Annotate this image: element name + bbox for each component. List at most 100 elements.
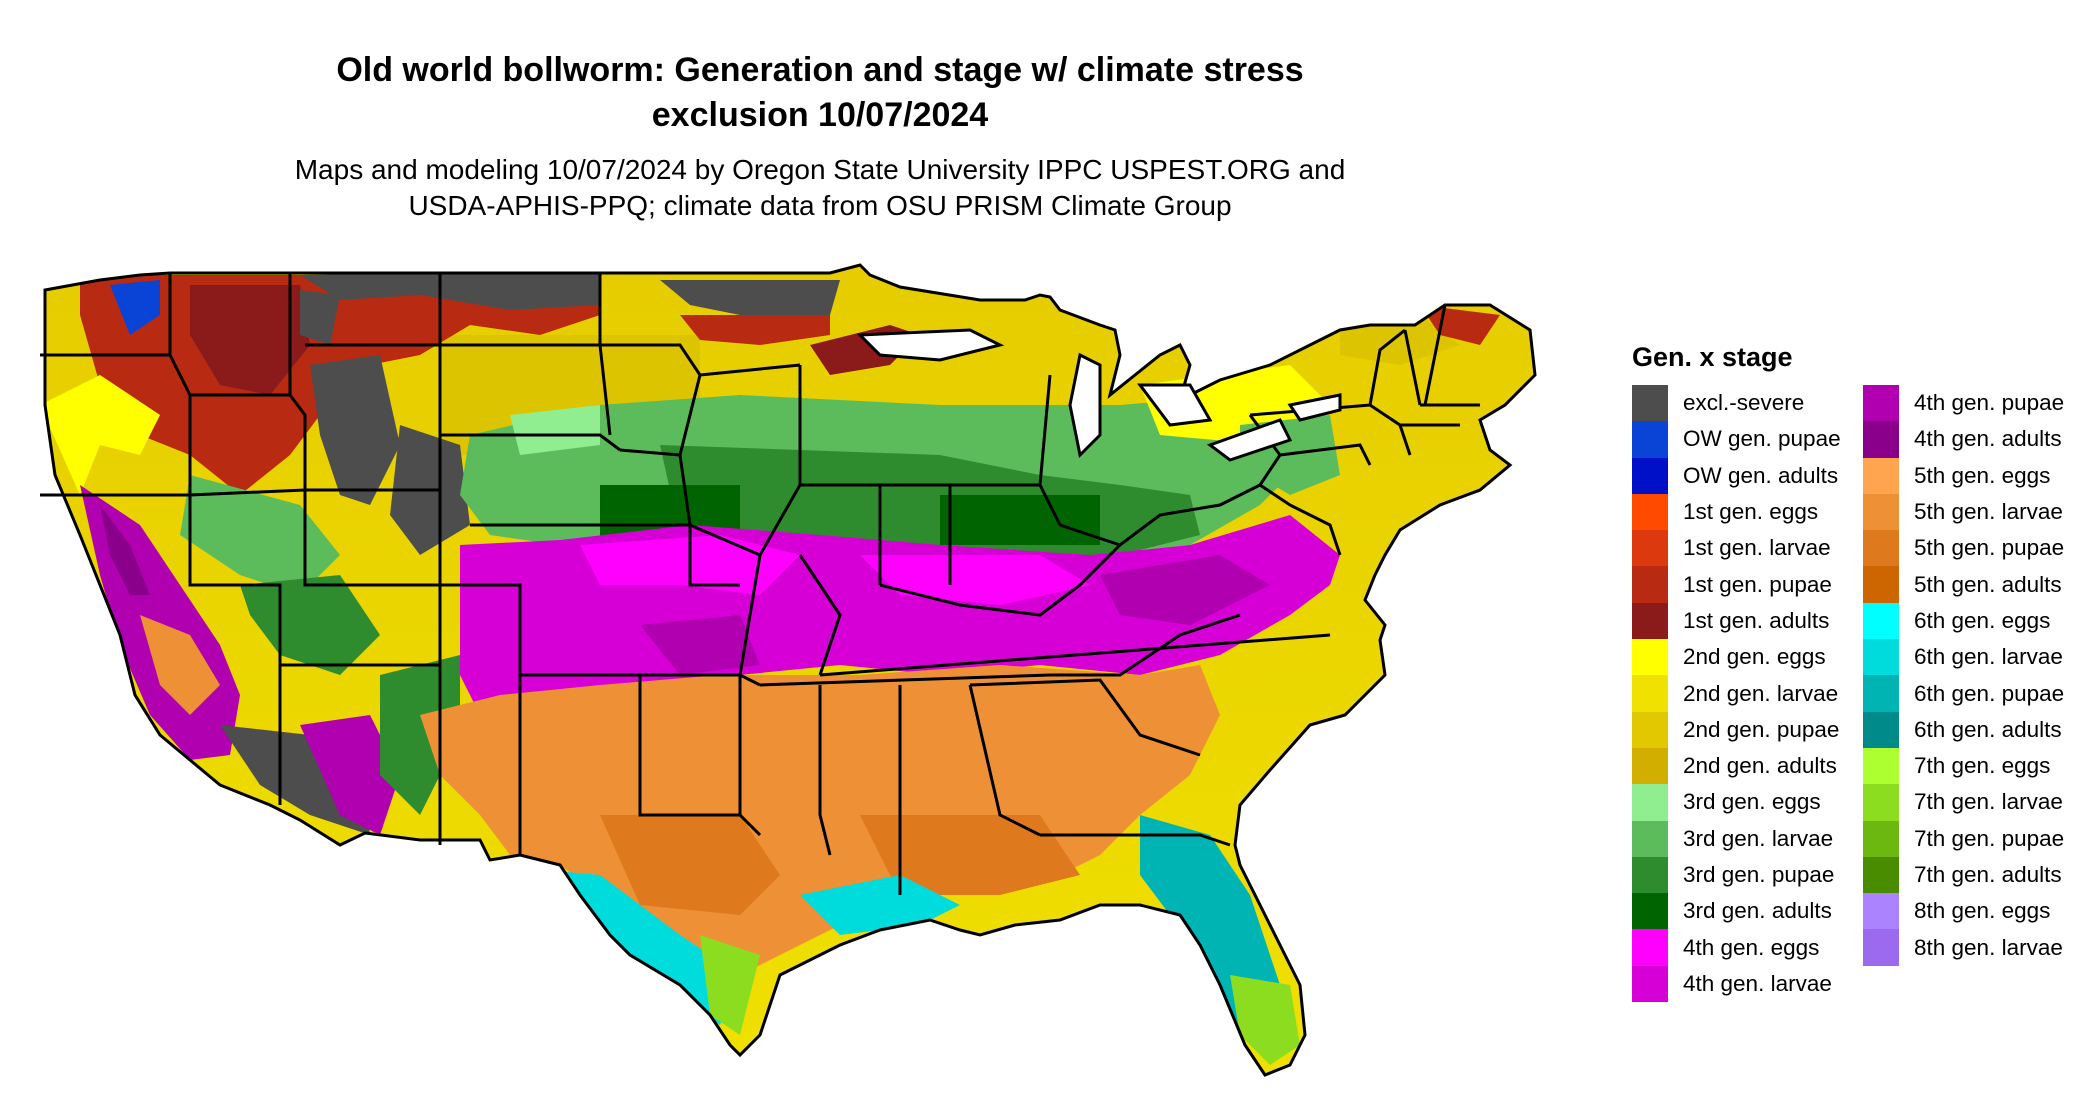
legend-item: 4th gen. pupae — [1863, 385, 2065, 422]
legend-item: OW gen. pupae — [1632, 421, 1845, 458]
legend-swatch — [1632, 747, 1668, 785]
legend-column-2: 4th gen. pupae 4th gen. adults 5th gen. eg… — [1863, 385, 2064, 1002]
legend-item: 1st gen. eggs — [1632, 493, 1845, 531]
legend-label: 1st gen. eggs — [1683, 499, 1819, 525]
legend-swatch — [1863, 602, 1899, 640]
legend-label: 2nd gen. adults — [1683, 753, 1837, 779]
legend-label: 5th gen. eggs — [1914, 462, 2051, 488]
legend-item: 1st gen. larvae — [1632, 530, 1845, 567]
legend: excl.-severe OW gen. pupae OW gen. adults 1… — [1632, 385, 2064, 1003]
legend-swatch — [1863, 639, 1899, 676]
legend-label: 1st gen. larvae — [1683, 535, 1831, 561]
legend-item: 3rd gen. adults — [1632, 893, 1845, 930]
legend-swatch — [1863, 457, 1899, 494]
great-lakes — [856, 328, 1342, 462]
legend-label: 8th gen. eggs — [1914, 898, 2051, 924]
legend-swatch — [1863, 856, 1899, 894]
legend-item: 5th gen. larvae — [1863, 493, 2064, 531]
legend-label: 3rd gen. pupae — [1683, 862, 1835, 887]
legend-item: 3rd gen. larvae — [1632, 820, 1845, 857]
legend-swatch — [1863, 820, 1899, 857]
legend-item: 4th gen. larvae — [1632, 965, 1845, 1003]
legend-item: 1st gen. adults — [1632, 602, 1845, 640]
legend-swatch — [1632, 820, 1668, 857]
legend-item: 2nd gen. pupae — [1632, 711, 1845, 748]
legend-swatch — [1863, 893, 1899, 930]
generation-stage-raster — [45, 265, 1535, 1075]
legend-label: 4th gen. adults — [1914, 426, 2062, 452]
legend-label: 4th gen. larvae — [1683, 970, 1832, 996]
legend-swatch — [1632, 530, 1668, 567]
legend-item: 7th gen. pupae — [1863, 820, 2064, 857]
legend-item: 1st gen. pupae — [1632, 566, 1845, 603]
legend-item: OW gen. adults — [1632, 457, 1845, 494]
legend-item: 7th gen. larvae — [1863, 784, 2064, 821]
legend-swatch — [1632, 711, 1668, 748]
state-boundaries — [40, 263, 1537, 1077]
legend-swatch — [1632, 493, 1668, 531]
legend-swatch — [1632, 602, 1668, 640]
legend-swatch — [1632, 856, 1668, 894]
legend-label: 2nd gen. pupae — [1683, 716, 1840, 742]
legend-item: 5th gen. pupae — [1863, 530, 2065, 567]
legend-swatch — [1863, 493, 1899, 531]
legend-label: 4th gen. pupae — [1914, 390, 2065, 416]
legend-swatch — [1632, 929, 1668, 966]
legend-label: 5th gen. pupae — [1914, 535, 2065, 561]
legend-label: 2nd gen. larvae — [1683, 680, 1839, 706]
legend-item: 6th gen. adults — [1863, 711, 2064, 748]
legend-label: 1st gen. pupae — [1683, 571, 1832, 597]
legend-item: 2nd gen. larvae — [1632, 675, 1845, 712]
legend-swatch — [1863, 747, 1899, 785]
map-title: Old world bollworm: Generation and stage… — [0, 48, 1640, 138]
map-title-line-1: Old world bollworm: Generation and stage… — [336, 51, 1304, 89]
us-map — [40, 263, 1537, 1077]
legend-label: 6th gen. pupae — [1914, 680, 2065, 706]
legend-item: 2nd gen. eggs — [1632, 639, 1845, 676]
legend-item: 8th gen. eggs — [1863, 893, 2064, 930]
legend-label: excl.-severe — [1683, 390, 1805, 416]
legend-swatch — [1632, 893, 1668, 930]
legend-item: 7th gen. adults — [1863, 856, 2064, 894]
legend-label: 7th gen. larvae — [1914, 789, 2063, 815]
legend-swatch — [1632, 965, 1668, 1003]
legend-item: 5th gen. eggs — [1863, 457, 2064, 494]
legend-label: 1st gen. adults — [1683, 607, 1830, 633]
legend-swatch — [1863, 784, 1899, 821]
legend-swatch — [1632, 784, 1668, 821]
legend-label: 6th gen. adults — [1914, 716, 2062, 742]
legend-label: 5th gen. adults — [1914, 571, 2062, 597]
legend-label: 3rd gen. adults — [1683, 898, 1832, 924]
legend-item: 4th gen. eggs — [1632, 929, 1845, 966]
legend-item: excl.-severe — [1632, 385, 1845, 422]
legend-item: 7th gen. eggs — [1863, 747, 2064, 785]
legend-swatch — [1632, 457, 1668, 494]
legend-swatch — [1863, 385, 1899, 422]
legend-swatch — [1632, 639, 1668, 676]
map-subtitle-line-1: Maps and modeling 10/07/2024 by Oregon S… — [294, 154, 1346, 185]
legend-swatch — [1863, 566, 1899, 603]
legend-label: 3rd gen. eggs — [1683, 789, 1821, 815]
legend-label: 5th gen. larvae — [1914, 499, 2063, 525]
legend-item: 3rd gen. eggs — [1632, 784, 1845, 821]
legend-label: 7th gen. eggs — [1914, 753, 2051, 779]
map-subtitle-line-2: USDA-APHIS-PPQ; climate data from OSU PR… — [408, 190, 1232, 221]
legend-item: 6th gen. larvae — [1863, 639, 2064, 676]
legend-item: 3rd gen. pupae — [1632, 856, 1845, 894]
legend-item: 6th gen. eggs — [1863, 602, 2064, 640]
legend-label: OW gen. adults — [1683, 462, 1839, 488]
legend-item: 5th gen. adults — [1863, 566, 2064, 603]
legend-swatch — [1632, 385, 1668, 422]
legend-label: 6th gen. eggs — [1914, 607, 2051, 633]
map-title-line-2: exclusion 10/07/2024 — [651, 96, 989, 134]
legend-item: 6th gen. pupae — [1863, 675, 2065, 712]
legend-label: 3rd gen. larvae — [1683, 825, 1834, 851]
legend-label: 6th gen. larvae — [1914, 644, 2063, 670]
map-subtitle: Maps and modeling 10/07/2024 by Oregon S… — [0, 152, 1640, 224]
legend-swatch — [1632, 566, 1668, 603]
legend-label: 2nd gen. eggs — [1683, 644, 1826, 670]
legend-item: 8th gen. larvae — [1863, 929, 2064, 966]
legend-label: 7th gen. adults — [1914, 862, 2062, 887]
legend-label: OW gen. pupae — [1683, 426, 1841, 452]
legend-swatch — [1632, 675, 1668, 712]
